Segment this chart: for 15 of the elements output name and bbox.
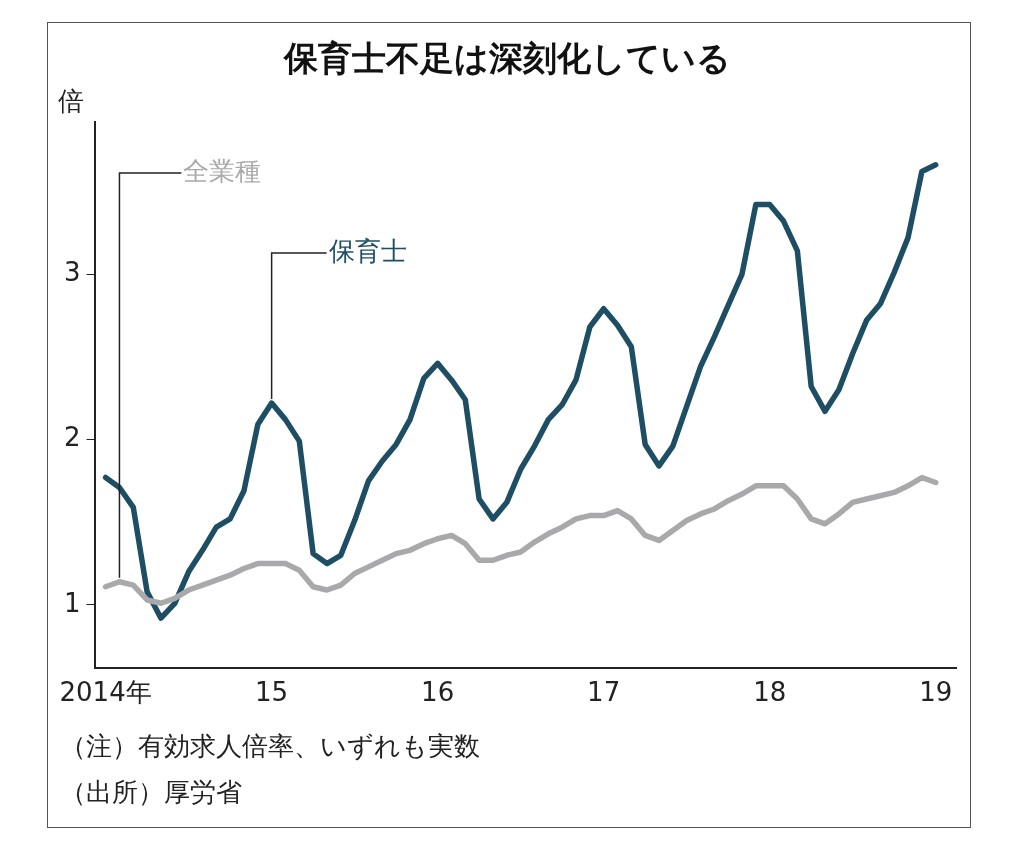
x-tick-label: 19 <box>919 677 953 708</box>
chart-title: 保育士不足は深刻化している <box>281 38 731 79</box>
x-tick-label: 16 <box>421 677 455 708</box>
text: （注）有効求人倍率、いずれも実数 <box>60 730 480 763</box>
y-tick-label: 3 <box>64 256 81 287</box>
x-tick-label: 15 <box>255 677 289 708</box>
text: 保育士 <box>328 235 407 266</box>
x-tick-label: 17 <box>587 677 621 708</box>
text: 全業種 <box>183 155 262 186</box>
y-axis-title: 倍 <box>57 85 84 116</box>
text: （出所）厚労省 <box>60 776 243 809</box>
y-tick-label: 2 <box>64 422 81 453</box>
y-tick-label: 1 <box>64 587 81 618</box>
x-tick-label: 18 <box>753 677 787 708</box>
x-tick-label: 2014年 <box>59 677 152 708</box>
